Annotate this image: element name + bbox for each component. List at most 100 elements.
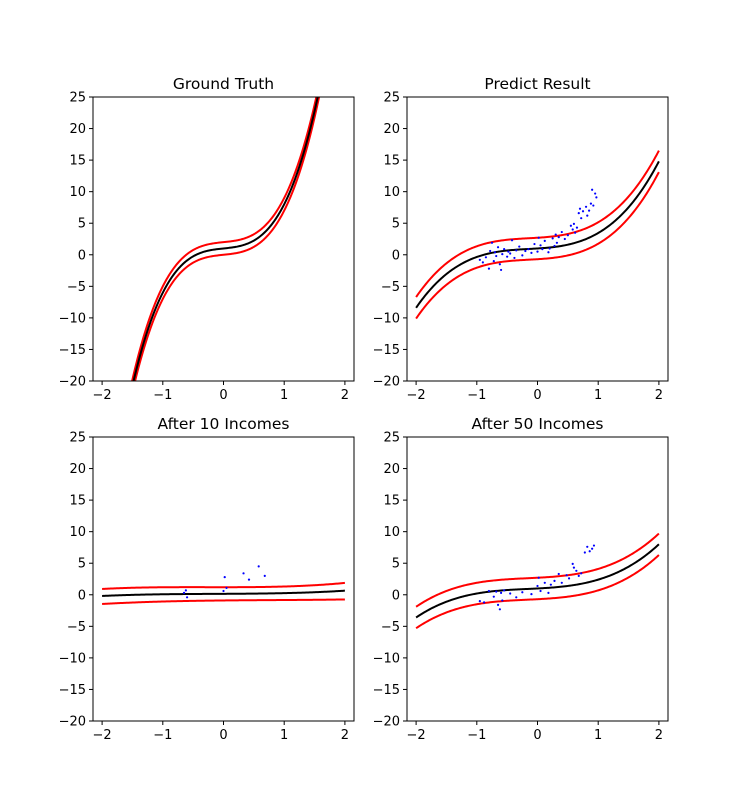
mean-line [102, 589, 345, 597]
data-point [489, 249, 492, 253]
x-tick-label: 0 [219, 728, 227, 743]
data-point [551, 237, 554, 240]
data-point [592, 204, 595, 207]
data-point [499, 591, 503, 594]
mean-line [132, 97, 319, 381]
x-tick-label: 2 [655, 728, 663, 743]
data-point [557, 572, 560, 576]
y-tick-label: −20 [59, 715, 86, 730]
data-point [495, 590, 498, 593]
data-point [569, 224, 572, 227]
data-point [572, 566, 576, 569]
data-point [490, 241, 494, 244]
data-point [242, 572, 245, 575]
y-tick-label: 20 [69, 122, 86, 137]
x-tick-label: 0 [219, 388, 227, 403]
data-point [563, 237, 566, 241]
x-tick-label: 1 [280, 388, 288, 403]
y-tick-label: 0 [392, 588, 400, 603]
data-point [578, 207, 582, 210]
data-point [518, 245, 521, 248]
data-point [586, 214, 589, 217]
plot-area [131, 97, 321, 381]
data-point [515, 249, 518, 252]
data-point [536, 584, 539, 588]
data-point [495, 254, 498, 258]
data-point [533, 242, 536, 246]
upper-bound-line [102, 581, 345, 590]
y-tick-label: 25 [383, 431, 400, 446]
mean-line [415, 543, 660, 619]
y-tick-label: 5 [392, 557, 400, 572]
data-point [513, 256, 516, 260]
y-tick-label: −20 [373, 715, 400, 730]
data-point [591, 188, 594, 191]
data-point [225, 586, 228, 589]
data-point [484, 256, 488, 259]
upper-bound-line [415, 150, 660, 298]
y-tick-label: 5 [392, 217, 400, 232]
data-point [487, 589, 491, 593]
data-point [586, 545, 589, 548]
data-point [589, 202, 593, 205]
y-tick-label: −20 [59, 375, 86, 390]
data-point [594, 192, 597, 195]
y-tick-label: 0 [392, 248, 400, 263]
lower-bound-line [415, 554, 660, 630]
data-point [498, 263, 501, 266]
x-tick-label: −2 [93, 388, 112, 403]
data-point [509, 252, 512, 255]
subplot-title: Predict Result [484, 75, 590, 93]
y-tick-label: −10 [373, 311, 400, 326]
data-point [481, 261, 484, 264]
lower-bound-line [134, 97, 321, 381]
y-tick-label: −10 [373, 651, 400, 666]
data-point [543, 581, 546, 584]
data-point [487, 267, 491, 270]
x-tick-label: 2 [341, 728, 349, 743]
data-point [566, 234, 569, 237]
y-tick-label: 10 [383, 185, 400, 200]
data-point [521, 254, 524, 257]
data-point [539, 244, 542, 247]
data-point [595, 196, 598, 199]
upper-bound-line [131, 97, 318, 381]
y-tick-label: 5 [78, 557, 86, 572]
y-tick-label: −20 [373, 375, 400, 390]
data-point [527, 248, 530, 251]
data-point [555, 241, 559, 244]
data-point [537, 576, 540, 579]
y-tick-label: 25 [69, 431, 86, 446]
data-point [567, 577, 571, 580]
y-tick-label: 15 [383, 154, 400, 169]
x-tick-label: −1 [153, 728, 172, 743]
data-point [575, 569, 578, 572]
data-point [577, 212, 580, 215]
y-tick-label: −5 [381, 620, 400, 635]
y-tick-label: 10 [69, 525, 86, 540]
data-point [182, 591, 186, 594]
data-point [536, 250, 539, 253]
y-tick-label: 25 [383, 91, 400, 106]
data-point [547, 591, 550, 594]
data-point [575, 226, 579, 229]
plot-area [415, 532, 660, 630]
y-tick-label: 20 [383, 462, 400, 477]
subplot-title: After 50 Incomes [472, 415, 604, 433]
data-point [482, 601, 486, 604]
y-tick-label: 10 [69, 185, 86, 200]
data-point [560, 230, 563, 234]
data-point [581, 210, 585, 213]
data-point [557, 236, 560, 239]
data-point [222, 589, 225, 593]
data-point [493, 251, 497, 254]
plot-area [102, 565, 345, 605]
data-point [524, 249, 527, 253]
data-point [263, 574, 266, 577]
data-point [588, 550, 591, 553]
y-tick-label: −15 [59, 343, 86, 358]
data-point [247, 578, 251, 581]
